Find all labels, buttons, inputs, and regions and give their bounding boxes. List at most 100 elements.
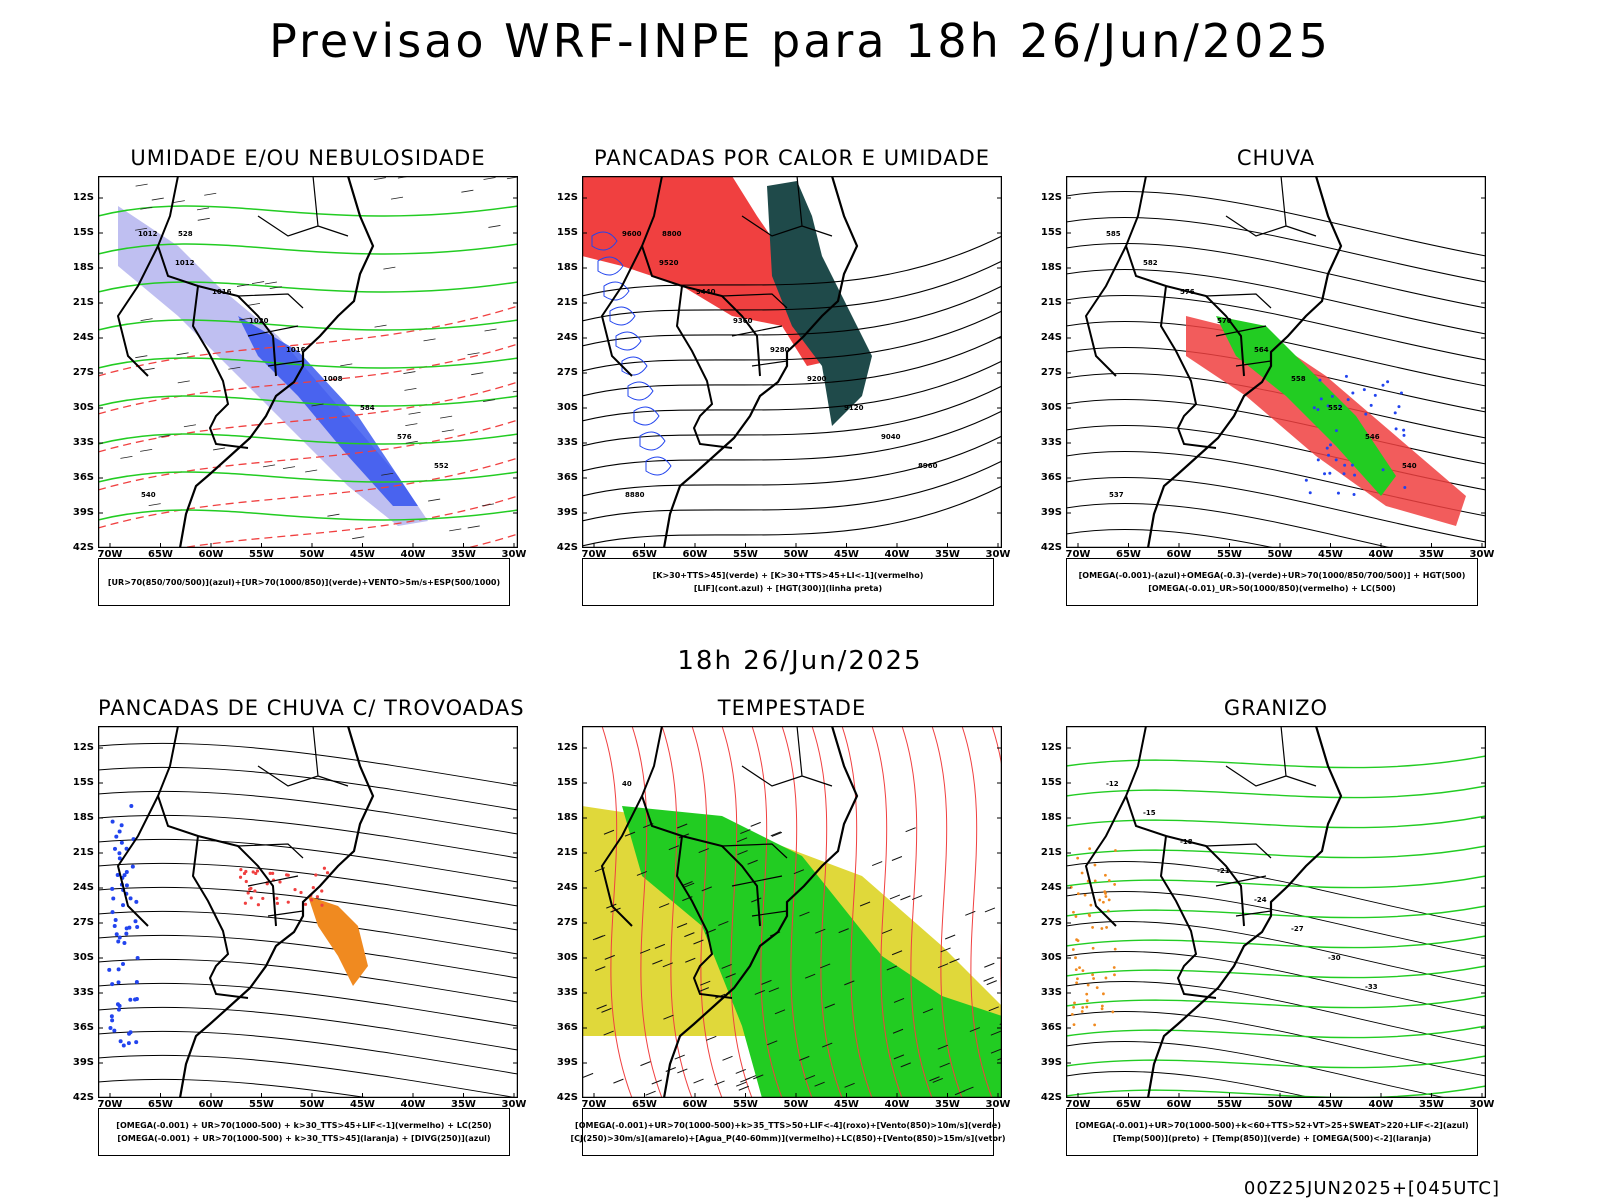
divergence-dot [107,967,112,972]
lat-label: 21S [556,297,578,308]
legend-line-1: [OMEGA(-0.001)-(azul)+OMEGA(-0.3)-(verde… [1078,571,1466,580]
hail-omega-dot [1093,863,1097,867]
divergence-dot [114,932,119,937]
wind-vector [305,469,318,473]
divergence-dot [117,1003,122,1008]
lat-label: 15S [1040,777,1062,788]
wind-vector [937,963,949,969]
lat-label: 21S [1040,297,1062,308]
panel-title: TEMPESTADE [717,696,867,720]
hgt500-contour [1066,242,1486,309]
thunder-dot [239,868,243,872]
divergence-dot [108,1026,113,1031]
wind-vector [340,363,353,367]
country-border [116,245,159,377]
thunder-dot [244,879,248,884]
divergence-dot [112,923,117,928]
lat-label: 12S [1040,192,1062,203]
wind-vector [213,447,226,451]
lif-contour [609,306,636,326]
lif-contour [633,406,660,426]
rain-light-dot [1312,406,1316,410]
rain-light-dot [1397,405,1401,409]
lon-label: 70W [581,1099,607,1110]
state-border [237,726,349,917]
lat-label: 39S [1040,1057,1062,1068]
map-tempestade: 40 [582,726,1002,1098]
divergence-dot [117,935,122,940]
wind-vector [595,966,606,972]
precipitable-water-contour [781,726,813,1098]
streamline [98,838,518,883]
lat-label: 39S [72,1057,94,1068]
wind-vector [725,973,736,979]
state-border [721,726,833,917]
instability-area [582,176,852,366]
thunder-dot [320,889,324,893]
thunder-dot [311,885,315,890]
divergence-dot [110,886,115,891]
wind-vector [740,829,751,835]
hgt300-contour [582,335,1002,397]
hgt300-contour [582,360,1002,422]
contour-label: -24 [1254,896,1267,904]
lon-label: 35W [935,549,960,560]
rain-light-dot [1318,378,1322,382]
hail-omega-dot [1114,849,1117,852]
thunder-dot [249,886,253,890]
thunder-dot [322,866,327,870]
panel-title: CHUVA [1236,146,1316,170]
lon-label: 40W [400,549,426,560]
lat-label: 33S [72,437,94,448]
wind-vector [135,355,148,359]
lat-label: 33S [1040,437,1062,448]
panel-chuva: CHUVA 585 582 576 570 564 558 552 546 540 537 [OM… [968,146,1494,636]
thunder-dot [315,895,320,899]
rain-light-dot [1369,403,1373,407]
thunder-dot [261,896,265,901]
country-border [675,835,733,999]
contour-label: 558 [1291,375,1306,383]
lat-label: 24S [556,332,578,343]
divergence-dot [124,869,129,874]
wind-vector [374,324,387,328]
wind-vector [264,281,277,285]
map-frame [98,726,518,1098]
wind-vector [949,958,960,964]
thunder-dot [320,903,324,907]
divergence-dot [124,846,129,851]
hgt500-contour [1066,398,1486,465]
lon-label: 45W [1318,1099,1343,1110]
hail-omega-dot [1104,873,1107,877]
lon-label: 45W [350,549,375,560]
thunder-dot [268,871,272,875]
wind-vector [684,932,695,938]
hail-omega-dot [1081,1006,1085,1009]
humidity-contour [98,395,518,407]
thunder-dot [249,896,253,900]
hail-omega-dot [1074,956,1077,960]
wind-vector [484,328,497,332]
wind-vector [963,1086,974,1092]
wind-vector [751,897,762,903]
lat-label: 27S [556,917,578,928]
lon-label: 35W [451,549,476,560]
divergence-dot [116,939,121,944]
thunder-dot [285,873,289,877]
contour-label: 9520 [659,259,679,267]
map-frame [582,176,1002,548]
lat-label: 15S [72,777,94,788]
wind-vector [954,1090,966,1096]
lon-label: 60W [198,549,224,560]
hgt500-contour [1066,294,1486,361]
contour-label: 564 [1254,346,1269,354]
wind-vector [892,1028,904,1034]
hail-omega-dot [1076,892,1080,896]
lon-label: 65W [148,1099,173,1110]
wind-vector [722,1055,733,1061]
temp500-contour [1066,981,1486,1047]
coastline [1146,726,1343,1098]
hail-omega-dot [1098,898,1102,902]
divergence-dot [135,955,140,960]
lon-label: 55W [249,549,274,560]
